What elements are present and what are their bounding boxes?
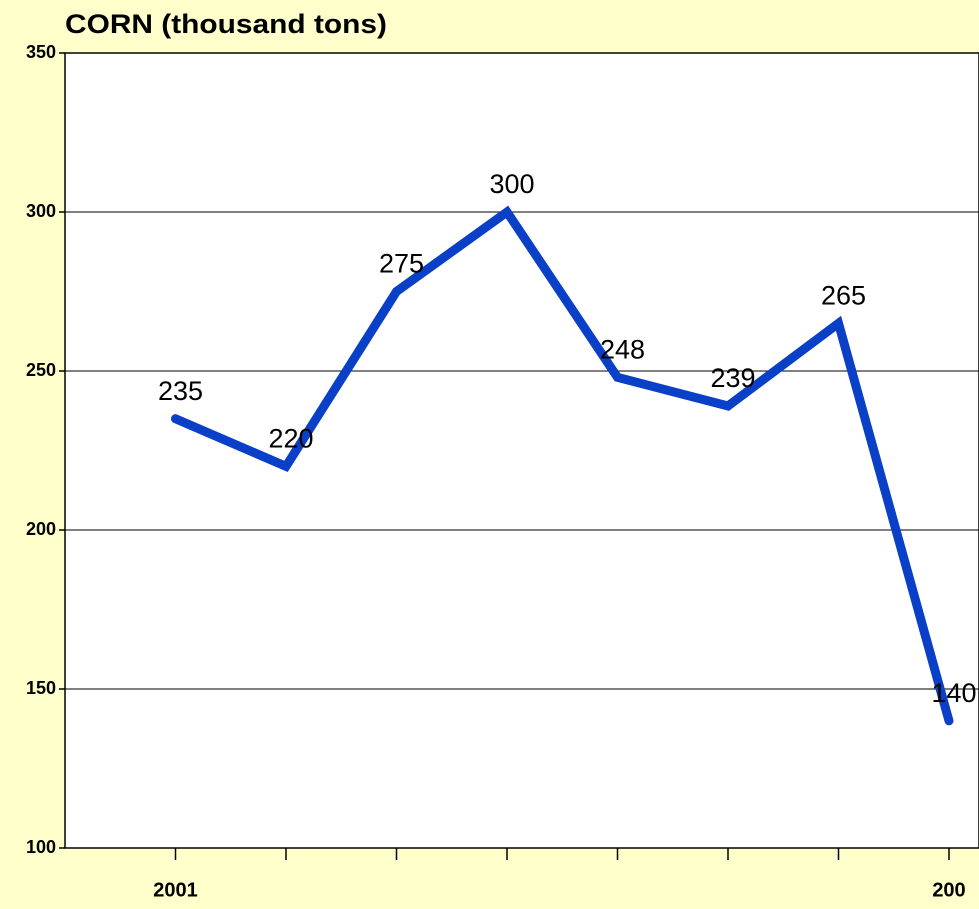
y-tick-label: 300 [26,201,56,221]
line [171,205,954,726]
y-tick-label: 100 [26,837,56,857]
data-label: 248 [600,334,645,364]
x-tick-label: 200 [932,879,965,901]
y-tick-label: 350 [26,42,56,62]
x-tick-label: 2001 [153,879,198,901]
y-tick-label: 200 [26,519,56,539]
data-label: 235 [158,376,203,406]
data-label: 300 [489,169,534,199]
data-label: 220 [268,424,313,454]
chart-title: CORN (thousand tons) [65,9,387,39]
plot-area [64,52,979,849]
y-tick-label: 250 [26,360,56,380]
y-tick-label: 150 [26,678,56,698]
data-label: 140 [931,678,976,708]
data-label: 239 [710,363,755,393]
data-label: 275 [379,249,424,279]
data-label: 265 [821,280,866,310]
